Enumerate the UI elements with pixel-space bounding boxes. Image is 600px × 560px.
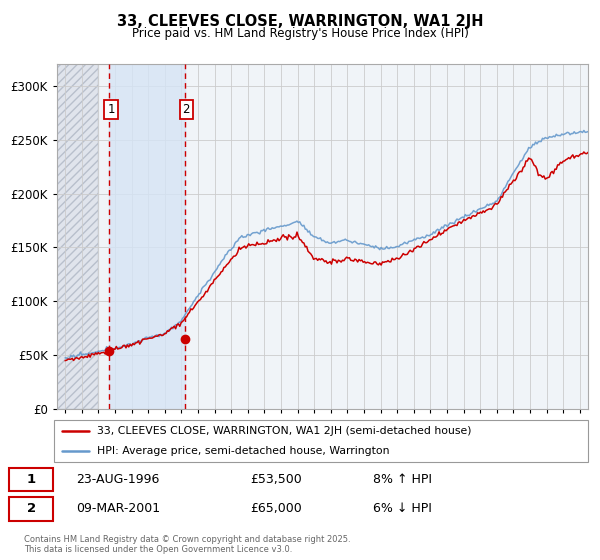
Text: 6% ↓ HPI: 6% ↓ HPI bbox=[373, 502, 432, 515]
Text: HPI: Average price, semi-detached house, Warrington: HPI: Average price, semi-detached house,… bbox=[97, 446, 389, 456]
Text: 2: 2 bbox=[182, 103, 190, 116]
Bar bbox=[57, 64, 98, 409]
Text: Price paid vs. HM Land Registry's House Price Index (HPI): Price paid vs. HM Land Registry's House … bbox=[131, 27, 469, 40]
Text: £53,500: £53,500 bbox=[251, 473, 302, 486]
Text: Contains HM Land Registry data © Crown copyright and database right 2025.
This d: Contains HM Land Registry data © Crown c… bbox=[24, 535, 350, 554]
Bar bbox=[109, 64, 185, 409]
Text: 33, CLEEVES CLOSE, WARRINGTON, WA1 2JH: 33, CLEEVES CLOSE, WARRINGTON, WA1 2JH bbox=[117, 14, 483, 29]
FancyBboxPatch shape bbox=[9, 497, 53, 521]
FancyBboxPatch shape bbox=[9, 468, 53, 491]
Text: 8% ↑ HPI: 8% ↑ HPI bbox=[373, 473, 432, 486]
Text: 33, CLEEVES CLOSE, WARRINGTON, WA1 2JH (semi-detached house): 33, CLEEVES CLOSE, WARRINGTON, WA1 2JH (… bbox=[97, 426, 471, 436]
Text: 23-AUG-1996: 23-AUG-1996 bbox=[76, 473, 160, 486]
Text: 2: 2 bbox=[26, 502, 36, 515]
Text: 1: 1 bbox=[107, 103, 115, 116]
Text: 09-MAR-2001: 09-MAR-2001 bbox=[76, 502, 160, 515]
Text: £65,000: £65,000 bbox=[251, 502, 302, 515]
Text: 1: 1 bbox=[26, 473, 36, 486]
Bar bbox=[57, 64, 98, 409]
